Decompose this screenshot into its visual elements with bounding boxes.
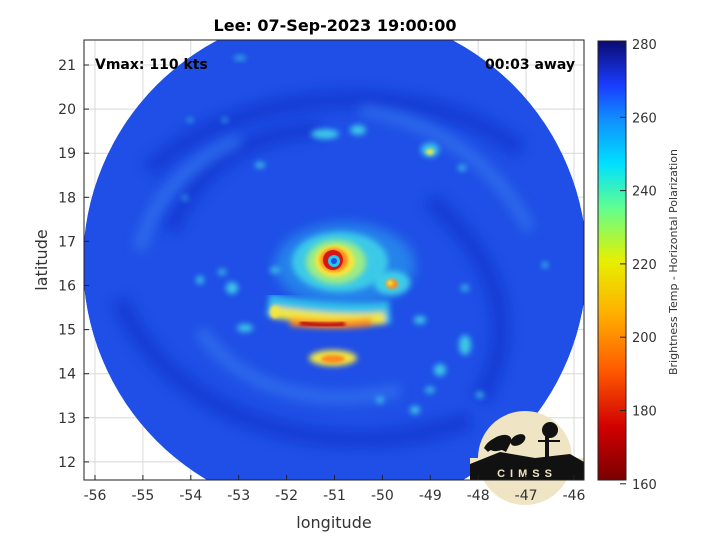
colorbar-tick-label: 260 — [632, 111, 657, 126]
x-tick-label: -54 — [179, 488, 202, 504]
colorbar — [597, 40, 627, 481]
x-tick-label: -47 — [515, 488, 538, 504]
y-tick-label: 16 — [58, 279, 76, 295]
x-tick-label: -48 — [467, 488, 490, 504]
x-tick-label: -53 — [227, 488, 250, 504]
x-tick-label: -55 — [131, 488, 154, 504]
time-away-label: 00:03 away — [485, 57, 575, 73]
y-tick-label: 15 — [58, 323, 76, 339]
y-tick-label: 18 — [58, 190, 76, 206]
colorbar-tick-label: 160 — [632, 478, 657, 493]
y-tick-label: 17 — [58, 234, 76, 250]
cimss-logo: CIMSS — [470, 411, 584, 505]
logo-text: CIMSS — [497, 468, 557, 480]
brightness-temperature-image — [84, 40, 584, 480]
y-tick-label: 19 — [58, 146, 76, 162]
y-tick-label: 21 — [58, 58, 76, 74]
x-tick-label: -49 — [419, 488, 442, 504]
x-tick-label: -51 — [323, 488, 346, 504]
x-tick-label: -46 — [563, 488, 586, 504]
x-axis-ticks: -56 -55 -54 -53 -52 -51 -50 -49 -48 -47 -46 — [84, 475, 586, 504]
vmax-label: Vmax: 110 kts — [95, 57, 208, 73]
y-axis-label: latitude — [32, 229, 51, 290]
colorbar-tick-label: 280 — [632, 38, 657, 53]
x-tick-label: -56 — [84, 488, 107, 504]
y-tick-label: 13 — [58, 411, 76, 427]
colorbar-tick-label: 180 — [632, 405, 657, 420]
colorbar-tick-label: 200 — [632, 331, 657, 346]
colorbar-tick-label: 220 — [632, 258, 657, 273]
x-tick-label: -52 — [275, 488, 298, 504]
colorbar-label: Brightness Temp - Horizontal Polarizatio… — [667, 149, 680, 375]
x-tick-label: -50 — [371, 488, 394, 504]
colorbar-ticks: 280 260 240 220 200 180 160 — [620, 38, 657, 493]
y-tick-label: 14 — [58, 367, 76, 383]
colorbar-tick-label: 240 — [632, 185, 657, 200]
y-axis-ticks: 21 20 19 18 17 16 15 14 13 12 — [58, 58, 89, 471]
figure-title: Lee: 07-Sep-2023 19:00:00 — [214, 16, 457, 35]
x-axis-label: longitude — [296, 513, 371, 532]
y-tick-label: 12 — [58, 455, 76, 471]
y-tick-label: 20 — [58, 102, 76, 118]
